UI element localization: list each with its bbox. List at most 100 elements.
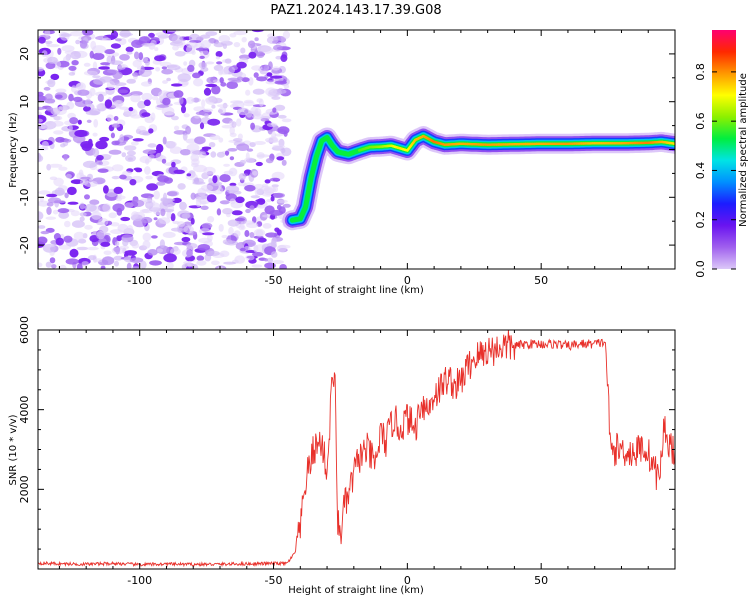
noise-speck [130,141,139,146]
noise-speck [224,150,230,156]
noise-speck [209,134,221,140]
noise-speck [119,134,125,143]
noise-speck [150,112,156,121]
noise-speck [219,200,230,205]
noise-speck [57,47,62,55]
x-tick-label: 0 [404,274,411,287]
noise-speck [96,104,103,109]
noise-speck [116,235,122,242]
noise-speck [212,175,218,184]
noise-speck [44,40,53,45]
noise-speck [187,260,192,268]
noise-speck [170,83,183,87]
snr-y-label: SNR (10 * v/v) [8,414,19,485]
noise-speck [47,44,60,48]
noise-speck [38,118,43,123]
noise-speck [51,264,57,269]
noise-speck [244,230,250,237]
noise-speck [65,258,79,265]
noise-speck [45,216,57,220]
noise-speck [138,52,144,61]
noise-speck [58,211,70,219]
noise-speck [253,244,259,253]
noise-speck [42,244,55,248]
noise-speck [126,262,132,269]
noise-speck [156,181,166,186]
noise-speck [190,217,195,225]
noise-speck [38,262,43,268]
noise-speck [252,88,265,95]
noise-speck [277,114,287,119]
noise-speck [281,147,292,157]
noise-speck [171,161,176,168]
noise-speck [192,181,206,185]
noise-speck [113,255,124,261]
noise-speck [277,126,290,135]
noise-speck [117,64,126,70]
noise-speck [84,194,90,200]
noise-speck [142,240,151,249]
noise-speck [164,112,175,116]
noise-speck [114,260,119,267]
noise-speck [186,266,193,269]
noise-speck [38,190,51,195]
noise-speck [274,80,287,85]
noise-speck [252,252,264,257]
noise-speck [181,81,189,86]
noise-speck [46,202,54,207]
noise-speck [44,93,53,101]
noise-speck [52,209,59,215]
noise-speck [119,32,133,37]
noise-speck [98,161,103,165]
noise-speck [162,80,168,84]
noise-speck [222,43,227,49]
noise-speck [141,92,153,102]
noise-speck [266,36,279,44]
noise-speck [205,97,217,103]
noise-speck [196,255,205,261]
noise-speck [201,99,206,108]
noise-speck [113,82,127,86]
noise-speck [67,201,79,205]
noise-speck [282,203,291,208]
noise-speck [141,208,150,213]
noise-speck [204,254,212,262]
noise-speck [267,257,273,263]
noise-speck [256,98,263,103]
noise-speck [50,73,60,81]
noise-speck [224,66,229,75]
noise-speck [272,66,280,71]
noise-speck [177,183,186,190]
noise-speck [106,114,114,122]
noise-speck [196,260,207,266]
noise-speck [171,227,184,232]
noise-speck [117,223,129,233]
noise-speck [245,200,259,209]
noise-speck [170,213,176,222]
noise-speck [97,93,104,102]
noise-speck [171,115,179,121]
noise-speck [83,70,98,76]
noise-speck [268,61,273,71]
noise-speck [199,122,205,130]
noise-speck [195,111,207,116]
noise-speck [265,232,278,238]
noise-speck [85,110,100,116]
noise-speck [264,179,271,184]
noise-speck [181,236,191,243]
noise-speck [198,61,208,69]
noise-speck [82,160,97,168]
noise-speck [255,229,264,237]
noise-speck [162,97,171,106]
noise-speck [200,66,209,72]
noise-speck [236,118,242,127]
noise-speck [271,260,285,264]
noise-speck [68,93,74,102]
noise-speck [48,163,63,168]
noise-speck [59,264,67,269]
noise-speck [153,190,160,200]
noise-speck [231,79,242,83]
noise-speck [83,180,98,188]
noise-speck [247,40,256,49]
